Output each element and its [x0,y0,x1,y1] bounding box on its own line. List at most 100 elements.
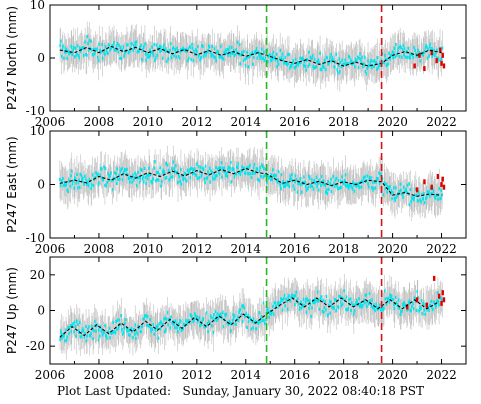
observation-point [347,54,350,58]
observation-point [303,303,306,308]
observation-point [148,55,150,59]
observation-point [172,160,175,164]
observation-point [88,39,91,43]
observation-point [430,299,433,304]
observation-point [255,49,257,54]
observation-point [381,176,384,181]
observation-point [235,51,238,55]
observation-point [241,165,243,169]
observation-point [211,45,214,49]
observation-point [69,184,72,188]
observation-point [346,308,348,312]
observation-point [280,55,283,59]
observation-point [423,201,426,205]
observation-point [334,60,337,64]
observation-point [370,186,373,190]
observation-point [350,301,353,305]
observation-point [287,295,289,300]
observation-point [187,319,190,323]
recent-point [423,179,426,185]
observation-point [260,47,263,51]
observation-point [174,326,176,330]
observation-point [115,48,117,52]
observation-point [207,319,210,323]
observation-point [330,177,332,181]
observation-point [277,62,280,66]
observation-point [393,307,396,311]
observation-point [192,58,195,62]
observation-point [403,47,406,51]
observation-point [372,303,375,307]
observation-point [384,297,387,301]
observation-point [95,329,97,333]
observation-point [72,45,75,50]
observation-point [425,43,427,48]
observation-point [144,42,146,46]
observation-point [167,168,170,172]
observation-point [87,41,89,46]
observation-point [318,61,320,65]
observation-point [73,330,76,334]
x-tick-label: 2012 [182,115,213,129]
observation-point [246,166,249,170]
observation-point [380,308,383,312]
observation-point [60,329,62,333]
recent-point [437,293,441,299]
observation-point [96,172,99,177]
observation-point [251,319,254,324]
observation-point [397,305,399,309]
observation-point [210,169,212,173]
observation-point [59,43,61,47]
observation-point [410,309,412,313]
observation-point [89,334,92,338]
observation-point [226,47,229,52]
observation-point [62,44,64,48]
observation-point [338,186,340,191]
observation-point [236,40,239,44]
observation-point [163,317,165,321]
x-tick-label: 2010 [133,368,164,382]
observation-point [121,166,123,171]
observation-point [161,170,164,174]
observation-point [435,56,438,60]
observation-point [429,194,431,198]
observation-point [228,169,231,174]
observation-point [191,46,194,50]
observation-point [396,53,398,58]
observation-point [268,175,270,179]
recent-point [441,290,444,296]
x-tick-label: 2022 [426,368,457,382]
observation-point [310,314,312,318]
observation-point [294,180,296,184]
observation-point [360,60,363,64]
observation-point [126,167,128,171]
observation-point [375,60,377,65]
observation-point [316,59,319,63]
observation-point [384,187,387,191]
observation-point [319,181,322,185]
observation-point [120,327,123,332]
observation-point [166,163,169,167]
observation-point [66,335,69,339]
observation-point [267,307,269,311]
observation-point [239,62,242,66]
observation-point [179,50,182,54]
observation-point [436,48,438,52]
observation-point [337,306,340,310]
observation-point [66,188,69,192]
observation-point [176,46,178,50]
chart-panel-3: 2006 2008 2010 2012 2014 2016 2018 2020 2022 20 0 -… [5,256,467,382]
recent-point [436,173,440,179]
observation-point [332,174,335,179]
observation-point [121,178,124,182]
observation-point [64,339,66,343]
observation-point [242,166,245,170]
observation-point [74,46,77,50]
observation-point [405,50,408,54]
observation-point [272,305,274,309]
observation-point [75,181,77,185]
observation-point [151,181,153,185]
observation-point [164,316,167,320]
observation-point [313,66,315,70]
observation-point [230,180,233,184]
